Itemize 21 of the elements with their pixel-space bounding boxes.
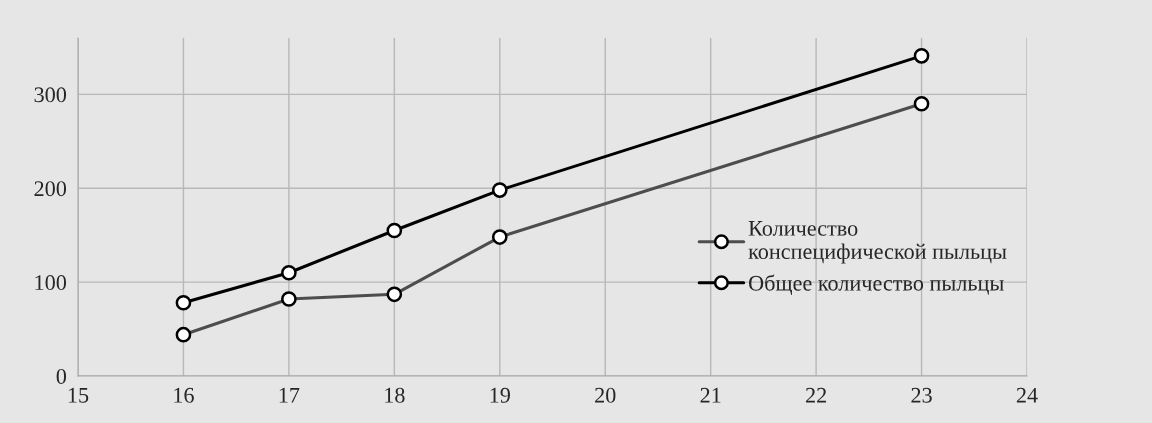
legend-label: Общее количество пыльцы — [749, 274, 1004, 296]
x-tick-label: 20 — [595, 387, 616, 403]
x-tick-label: 19 — [490, 387, 510, 403]
x-tick-label: 21 — [700, 387, 721, 403]
y-tick-label: 200 — [34, 181, 67, 197]
x-tick-label: 17 — [279, 387, 300, 403]
point — [281, 264, 297, 281]
x-tick-label: 16 — [174, 387, 194, 403]
x-tick-label: 24 — [1016, 387, 1038, 403]
x-tick-label: 15 — [68, 387, 89, 403]
point — [913, 48, 930, 64]
legend-label: Количество конспецифической пыльцы — [748, 221, 1007, 264]
x-tick-label: 22 — [805, 387, 826, 403]
point — [175, 294, 192, 311]
y-tick-label: 0 — [56, 368, 67, 384]
point — [491, 182, 508, 198]
x-tick-label: 23 — [911, 387, 932, 403]
point — [386, 222, 403, 239]
x-tick-label: 18 — [385, 387, 405, 403]
y-tick-label: 100 — [35, 275, 67, 291]
y-tick-label: 300 — [34, 87, 67, 103]
